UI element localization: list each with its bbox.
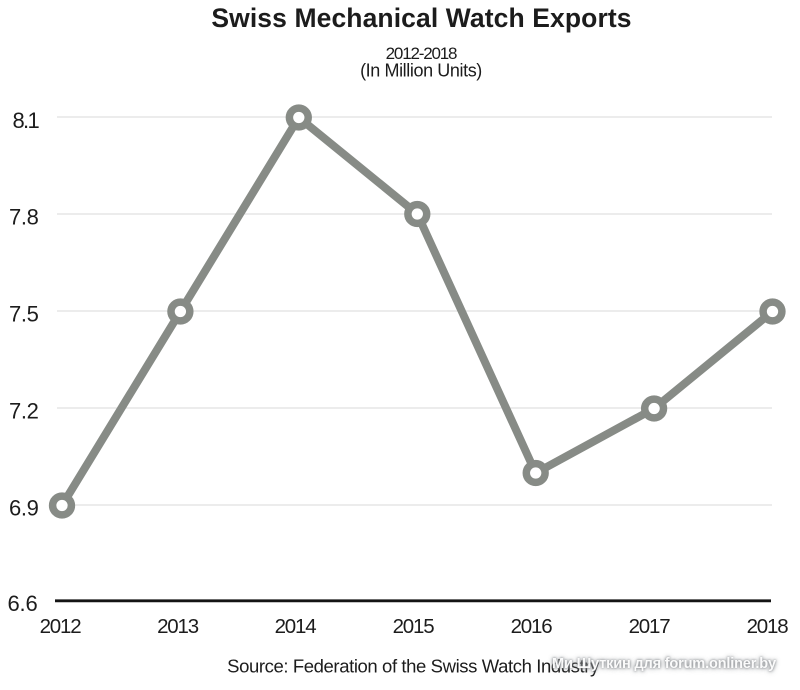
svg-text:8.1: 8.1 bbox=[13, 108, 40, 133]
svg-text:2016: 2016 bbox=[511, 615, 553, 638]
svg-text:7.8: 7.8 bbox=[9, 205, 39, 230]
svg-text:Source: Federation of the Swis: Source: Federation of the Swiss Watch In… bbox=[227, 655, 600, 676]
svg-text:7.5: 7.5 bbox=[9, 302, 39, 327]
svg-text:7.2: 7.2 bbox=[9, 399, 39, 424]
svg-text:2017: 2017 bbox=[629, 615, 671, 638]
svg-text:6.6: 6.6 bbox=[8, 591, 38, 616]
svg-text:2012-2018: 2012-2018 bbox=[386, 44, 457, 63]
svg-text:2018: 2018 bbox=[747, 615, 789, 638]
svg-text:Swiss Mechanical Watch Exports: Swiss Mechanical Watch Exports bbox=[211, 3, 631, 33]
svg-text:2014: 2014 bbox=[275, 615, 317, 638]
svg-text:2015: 2015 bbox=[393, 615, 435, 638]
svg-text:(In Million Units): (In Million Units) bbox=[360, 61, 482, 81]
svg-text:6.9: 6.9 bbox=[9, 496, 39, 521]
svg-text:2012: 2012 bbox=[40, 615, 82, 638]
svg-text:2013: 2013 bbox=[157, 615, 199, 638]
